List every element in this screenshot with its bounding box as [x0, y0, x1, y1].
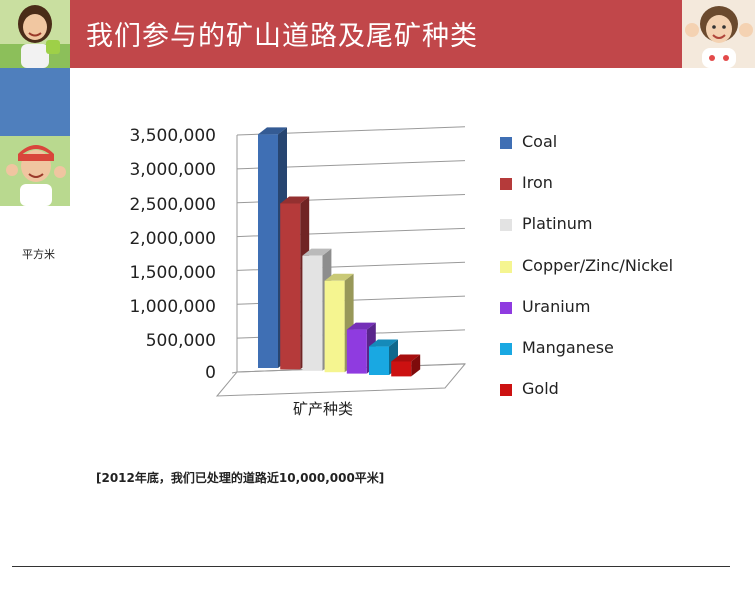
legend-item-coal: Coal	[500, 132, 750, 151]
legend-swatch	[500, 261, 512, 273]
y-tick-label: 500,000	[145, 331, 216, 351]
chart-floor	[215, 363, 467, 397]
bar-front	[302, 255, 323, 371]
bar-side	[322, 248, 332, 371]
legend-item-manganese: Manganese	[500, 338, 750, 357]
gridline	[236, 194, 466, 204]
bar-side	[366, 322, 376, 374]
legend-item-copper-zinc-nickel: Copper/Zinc/Nickel	[500, 256, 750, 275]
bar-iron	[280, 196, 310, 370]
girl-photo-top-left	[0, 0, 70, 68]
gridline	[236, 126, 466, 136]
y-axis-label: 平方米	[22, 248, 55, 261]
legend-label: Uranium	[522, 297, 591, 316]
legend-label: Manganese	[522, 338, 614, 357]
y-tick-label: 3,500,000	[129, 126, 216, 146]
bar-top	[369, 339, 398, 347]
bar-top	[280, 196, 310, 204]
accent-block	[0, 68, 70, 136]
legend-swatch	[500, 384, 512, 396]
bar-side	[278, 127, 287, 368]
legend-label: Platinum	[522, 214, 593, 233]
legend-swatch	[500, 219, 512, 231]
y-tick-label: 0	[205, 363, 216, 383]
bar-front	[324, 280, 345, 373]
page-title: 我们参与的矿山道路及尾矿种类	[86, 21, 478, 52]
legend-item-iron: Iron	[500, 173, 750, 192]
bar-uranium	[346, 322, 376, 374]
bar-front	[369, 346, 389, 375]
bar-side	[300, 196, 310, 370]
legend-label: Gold	[522, 379, 559, 398]
bar-top	[391, 354, 421, 362]
bar-manganese	[369, 339, 398, 375]
y-tick-label: 3,000,000	[129, 160, 216, 180]
gridline	[236, 363, 466, 373]
bar-copper-zinc-nickel	[324, 273, 354, 373]
bar-gold	[391, 354, 421, 377]
child-photo-top-right	[682, 0, 755, 68]
bar-side	[389, 339, 398, 375]
legend-label: Coal	[522, 132, 558, 151]
legend-item-uranium: Uranium	[500, 297, 750, 316]
y-tick-label: 1,000,000	[129, 297, 216, 317]
title-banner	[70, 0, 682, 68]
bar-side	[344, 273, 354, 373]
bar-front	[391, 361, 412, 377]
gridline	[236, 329, 466, 339]
legend-label: Copper/Zinc/Nickel	[522, 256, 674, 275]
bar-coal	[258, 127, 287, 368]
gridline	[236, 295, 466, 305]
y-tick-label: 2,000,000	[129, 229, 216, 249]
bar-side	[411, 354, 421, 377]
gridline	[236, 160, 466, 170]
legend-item-platinum: Platinum	[500, 214, 750, 233]
legend-swatch	[500, 302, 512, 314]
x-axis-label: 矿产种类	[293, 400, 354, 418]
bar-top	[258, 127, 287, 135]
bar-platinum	[302, 248, 332, 371]
boy-photo-left	[0, 136, 70, 206]
y-tick-label: 1,500,000	[129, 263, 216, 283]
legend-swatch	[500, 137, 512, 149]
bar-top	[346, 322, 376, 330]
legend-item-gold: Gold	[500, 379, 750, 398]
gridline	[236, 227, 466, 238]
legend-swatch	[500, 178, 512, 190]
bar-front	[346, 329, 367, 374]
tick-mark	[231, 371, 238, 374]
bar-top	[324, 273, 354, 281]
footnote: [2012年底，我们已处理的道路近10,000,000平米]	[96, 471, 385, 485]
bar-top	[302, 248, 332, 256]
legend-label: Iron	[522, 173, 553, 192]
y-tick-label: 2,500,000	[129, 195, 216, 215]
bar-front	[280, 203, 301, 370]
bar-front	[258, 134, 278, 368]
legend-swatch	[500, 343, 512, 355]
divider-line	[12, 566, 730, 567]
gridline	[236, 261, 466, 271]
